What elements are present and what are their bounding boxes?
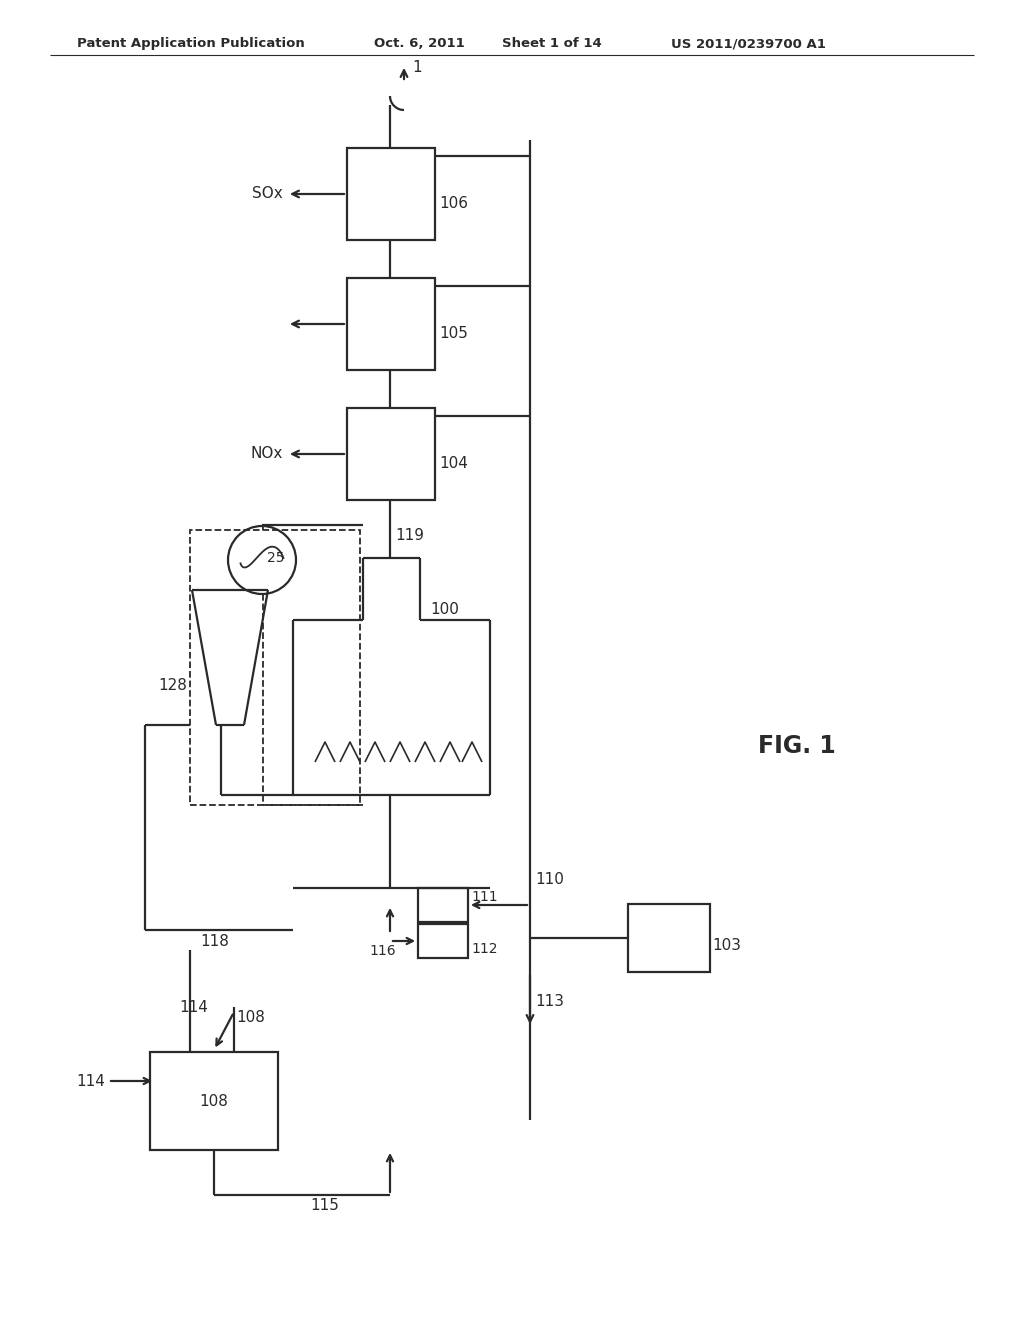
Text: 119: 119 <box>395 528 424 543</box>
Text: Oct. 6, 2011: Oct. 6, 2011 <box>374 37 465 50</box>
Text: 105: 105 <box>439 326 468 342</box>
Text: 115: 115 <box>310 1197 339 1213</box>
Bar <box>150 1052 278 1150</box>
Text: 114: 114 <box>179 999 208 1015</box>
Text: FIG. 1: FIG. 1 <box>758 734 836 758</box>
Text: 108: 108 <box>200 1093 228 1109</box>
Text: 103: 103 <box>712 939 741 953</box>
Bar <box>418 924 468 958</box>
Text: NOx: NOx <box>251 446 283 462</box>
Text: 100: 100 <box>430 602 459 618</box>
Text: 104: 104 <box>439 457 468 471</box>
Bar <box>347 279 435 370</box>
Text: 116: 116 <box>370 944 396 958</box>
Text: 110: 110 <box>535 873 564 887</box>
Bar <box>418 888 468 921</box>
Text: 111: 111 <box>471 890 498 904</box>
Text: 106: 106 <box>439 197 468 211</box>
Text: 112: 112 <box>471 942 498 956</box>
Text: 1: 1 <box>412 61 422 75</box>
Text: 113: 113 <box>535 994 564 1010</box>
Text: SOx: SOx <box>252 186 283 202</box>
Text: 118: 118 <box>201 935 229 949</box>
Bar <box>628 904 710 972</box>
Text: Sheet 1 of 14: Sheet 1 of 14 <box>502 37 601 50</box>
Bar <box>190 531 360 805</box>
Text: US 2011/0239700 A1: US 2011/0239700 A1 <box>671 37 825 50</box>
Text: 128: 128 <box>158 677 187 693</box>
Text: 25: 25 <box>267 550 285 565</box>
Text: 108: 108 <box>236 1010 265 1024</box>
Text: Patent Application Publication: Patent Application Publication <box>77 37 304 50</box>
Bar <box>347 408 435 500</box>
Text: 114: 114 <box>76 1073 105 1089</box>
Bar <box>347 148 435 240</box>
